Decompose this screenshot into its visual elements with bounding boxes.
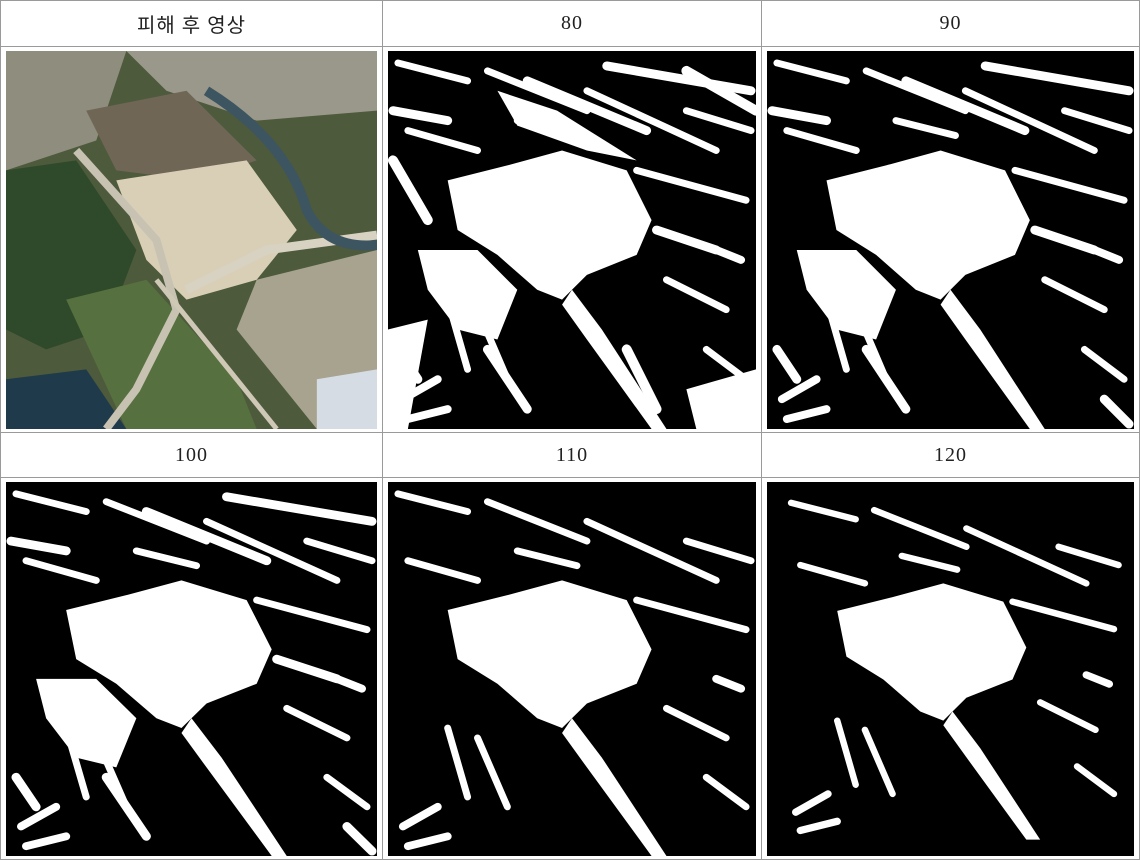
header-cell: 120 [762,433,1140,478]
header-cell: 100 [0,433,383,478]
threshold-image [6,482,377,856]
image-cell [383,47,762,433]
aerial-image [6,51,377,429]
header-cell: 80 [383,0,762,47]
threshold-image [388,51,756,429]
threshold-image [767,482,1134,856]
image-cell [762,47,1140,433]
image-cell [0,478,383,860]
header-cell: 피해 후 영상 [0,0,383,47]
header-cell: 90 [762,0,1140,47]
header-cell: 110 [383,433,762,478]
image-cell [0,47,383,433]
threshold-image [767,51,1134,429]
image-cell [383,478,762,860]
threshold-image [388,482,756,856]
image-cell [762,478,1140,860]
page: 피해 후 영상 80 90 100 110 120 [0,0,1140,860]
